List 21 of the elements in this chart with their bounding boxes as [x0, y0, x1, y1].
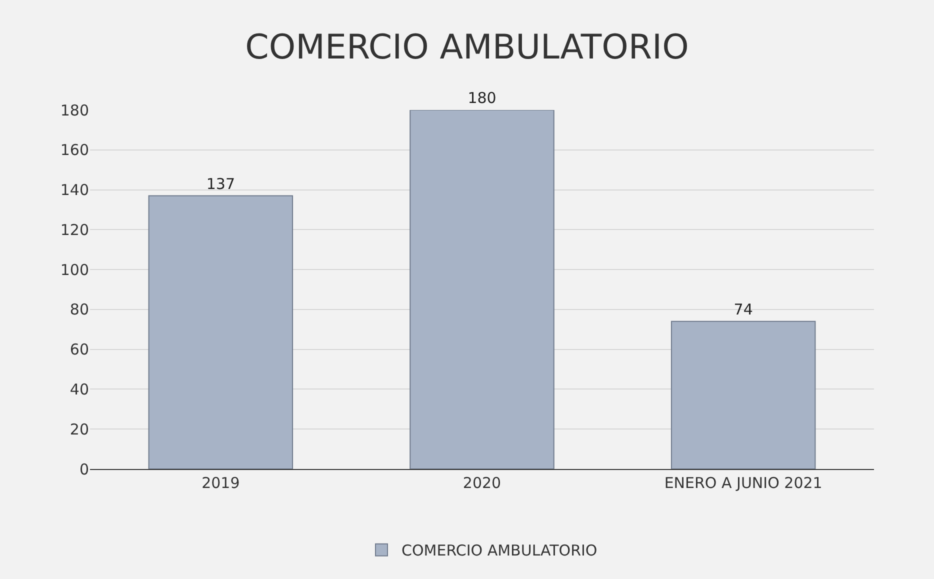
- data-label: 74: [734, 300, 753, 318]
- x-tick-label: 2020: [462, 474, 502, 492]
- legend-label: COMERCIO AMBULATORIO: [402, 542, 598, 560]
- y-tick-label: 60: [70, 340, 89, 359]
- y-tick-label: 100: [60, 260, 89, 279]
- y-tick-label: 120: [60, 220, 89, 239]
- y-tick-label: 180: [60, 101, 89, 120]
- bar: [410, 110, 554, 469]
- x-tick-label: ENERO A JUNIO 2021: [664, 474, 822, 492]
- y-tick-label: 0: [79, 460, 89, 478]
- y-tick-label: 80: [70, 300, 89, 319]
- chart-title: COMERCIO AMBULATORIO: [245, 28, 689, 68]
- y-tick-label: 140: [60, 181, 89, 200]
- y-tick-label: 40: [70, 380, 89, 398]
- bar: [670, 320, 816, 469]
- x-tick-label: 2019: [202, 474, 240, 492]
- bar: [148, 195, 294, 469]
- y-tick-label: 160: [60, 141, 89, 160]
- data-label: 137: [206, 174, 235, 193]
- data-label: 180: [468, 89, 496, 107]
- y-tick-label: 20: [70, 420, 89, 438]
